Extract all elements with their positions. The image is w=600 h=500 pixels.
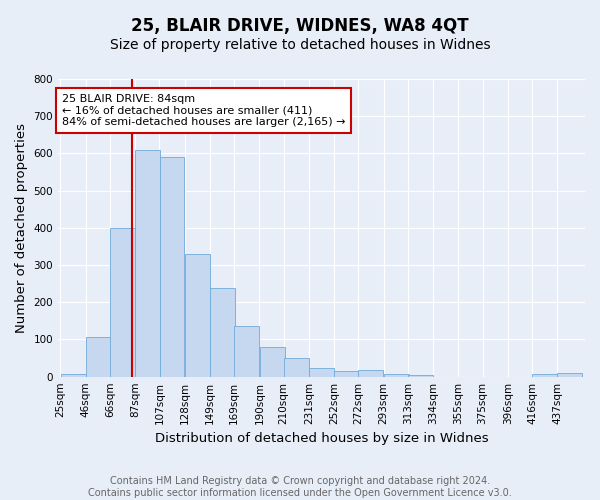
Y-axis label: Number of detached properties: Number of detached properties [15,123,28,333]
Text: 25, BLAIR DRIVE, WIDNES, WA8 4QT: 25, BLAIR DRIVE, WIDNES, WA8 4QT [131,18,469,36]
Bar [532,374,557,376]
Bar [284,358,308,376]
Bar [210,288,235,376]
Bar [260,348,284,376]
Bar [136,150,160,376]
Bar [557,373,583,376]
Bar [309,368,334,376]
Bar [234,326,259,376]
Bar [185,254,210,376]
Bar [110,228,135,376]
Bar [408,375,433,376]
Text: Contains HM Land Registry data © Crown copyright and database right 2024.
Contai: Contains HM Land Registry data © Crown c… [88,476,512,498]
Bar [86,337,111,376]
Bar [61,374,86,376]
Text: 25 BLAIR DRIVE: 84sqm
← 16% of detached houses are smaller (411)
84% of semi-det: 25 BLAIR DRIVE: 84sqm ← 16% of detached … [62,94,345,127]
Bar [160,157,184,376]
Text: Size of property relative to detached houses in Widnes: Size of property relative to detached ho… [110,38,490,52]
Bar [334,370,359,376]
X-axis label: Distribution of detached houses by size in Widnes: Distribution of detached houses by size … [155,432,488,445]
Bar [358,370,383,376]
Bar [384,374,409,376]
